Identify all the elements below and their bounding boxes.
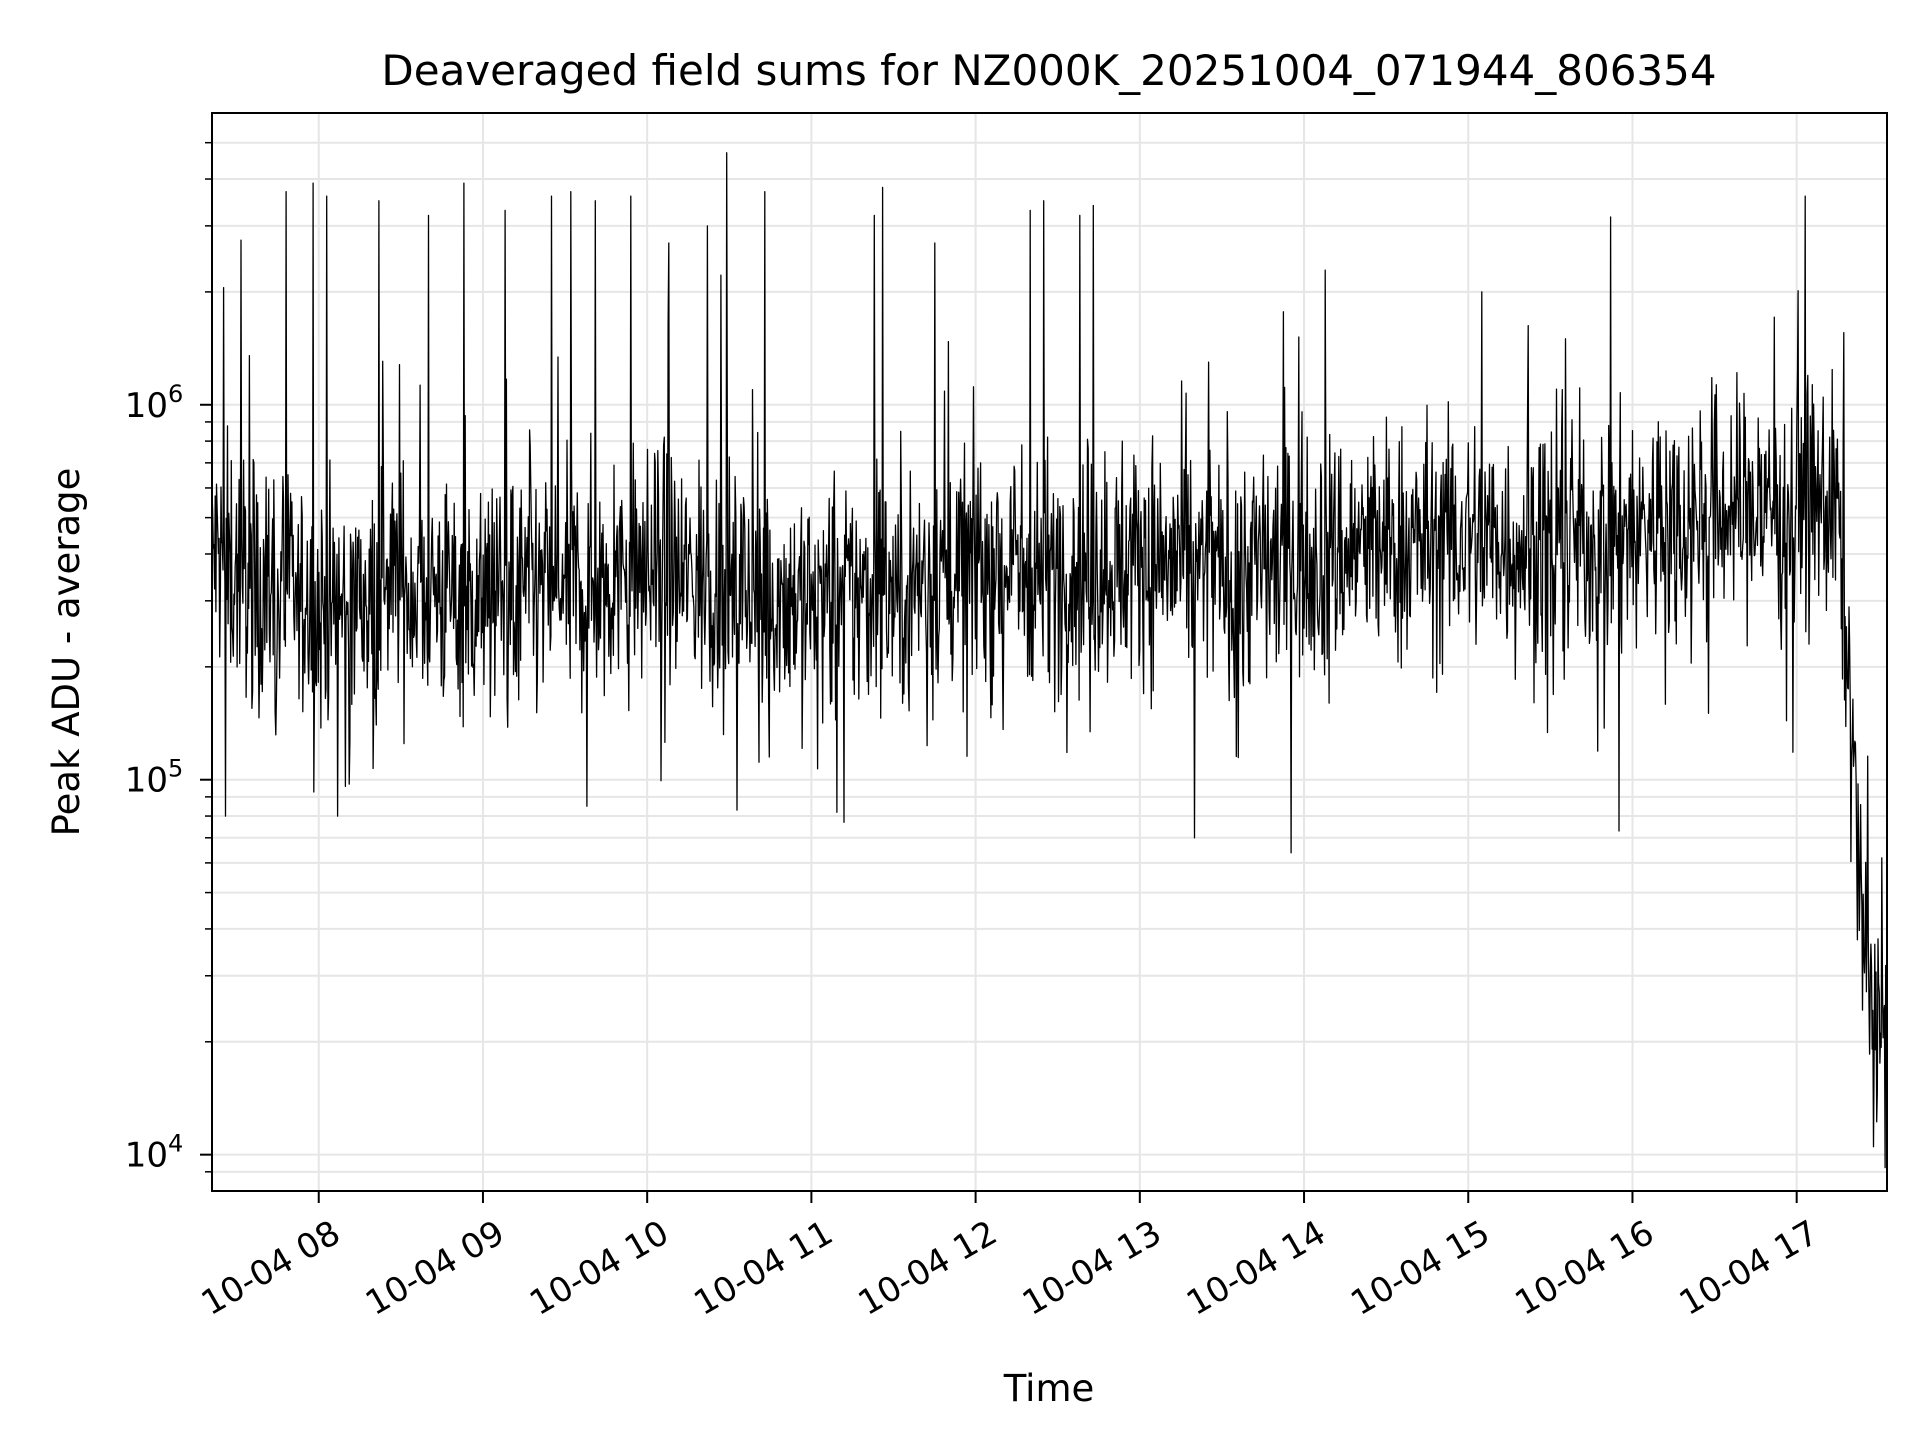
series-line-group (211, 152, 1888, 1169)
y-tick-label: 106 (125, 380, 184, 426)
plot-frame (211, 112, 1888, 1192)
y-tick-label: 105 (125, 755, 184, 801)
chart-title: Deaveraged field sums for NZ000K_2025100… (381, 46, 1716, 95)
series-line (211, 152, 1888, 1169)
y-axis-label: Peak ADU - average (45, 468, 88, 837)
y-tick-label: 104 (125, 1130, 184, 1176)
x-axis-label: Time (1003, 1367, 1095, 1410)
